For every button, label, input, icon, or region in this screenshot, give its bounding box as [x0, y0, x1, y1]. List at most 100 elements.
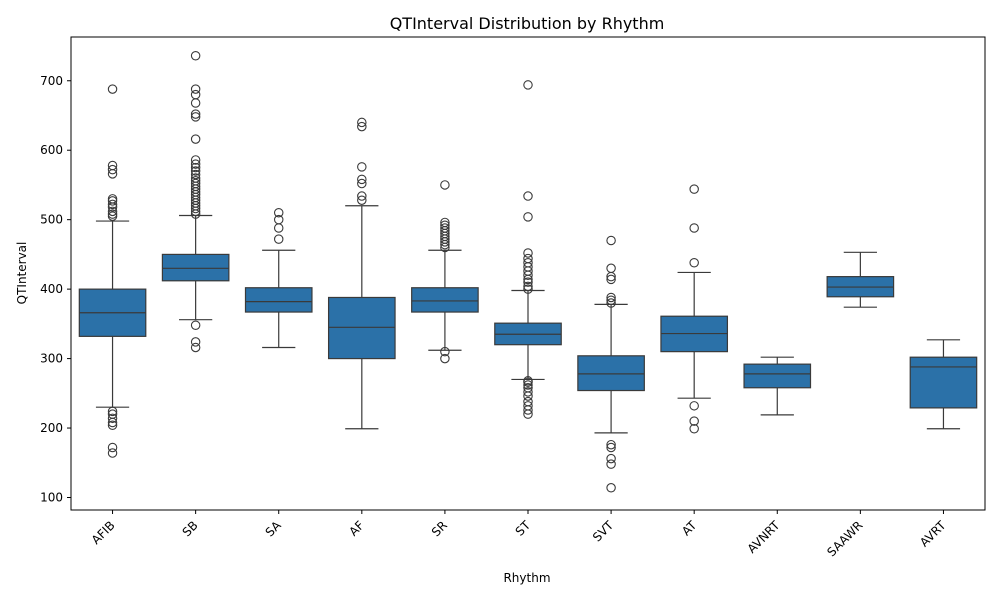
x-axis: AFIB SB SA AF SR ST SVT AT AVNRT SAAWR AVRT — [89, 510, 949, 559]
box-group-af — [327, 117, 396, 430]
outlier-point — [606, 292, 616, 303]
outlier-point — [107, 409, 118, 419]
outlier-point — [107, 194, 118, 204]
outlier-point — [107, 448, 118, 458]
outlier-point — [606, 274, 616, 285]
x-tick-label: AT — [679, 518, 700, 539]
outlier-point — [523, 380, 533, 390]
outlier-point — [689, 257, 699, 268]
y-axis-label: QTInterval — [15, 242, 29, 305]
outlier-point — [190, 98, 201, 108]
box-group-saawr — [826, 251, 895, 308]
y-axis: 100 200 300 400 500 600 700 — [40, 74, 71, 504]
outlier-point — [440, 346, 450, 357]
box-group-svt — [577, 235, 645, 493]
iqr-box — [909, 356, 978, 409]
outlier-point — [606, 442, 616, 453]
outlier-point — [689, 416, 699, 426]
outlier-point — [357, 117, 367, 128]
outlier-point — [606, 439, 616, 450]
outlier-point — [357, 195, 367, 205]
outlier-point — [190, 166, 201, 176]
outlier-point — [689, 401, 699, 411]
box-series — [78, 51, 978, 493]
outlier-point — [606, 295, 616, 305]
outlier-point — [190, 155, 201, 165]
outlier-point — [523, 191, 533, 201]
outlier-point — [523, 257, 533, 268]
outlier-point — [440, 223, 450, 233]
box-group-sb — [161, 51, 230, 353]
outlier-point — [190, 84, 201, 94]
outlier-point — [273, 207, 284, 218]
x-axis-label: Rhythm — [503, 571, 550, 585]
outlier-point — [107, 211, 118, 221]
box-group-avnrt — [743, 356, 812, 416]
outlier-point — [357, 174, 367, 185]
chart-title: QTInterval Distribution by Rhythm — [390, 14, 665, 33]
x-tick-label: AF — [346, 518, 367, 539]
x-tick-label: AVNRT — [745, 518, 783, 556]
outlier-point — [606, 453, 616, 464]
outlier-point — [523, 253, 533, 264]
outlier-point — [523, 284, 533, 294]
outlier-point — [689, 423, 699, 434]
x-tick-label: SVT — [590, 518, 617, 545]
outlier-point — [107, 413, 118, 424]
x-tick-label: SB — [180, 518, 201, 539]
outlier-point — [689, 184, 699, 194]
box-group-at — [660, 184, 729, 434]
outlier-point — [190, 51, 201, 61]
outlier-point — [107, 84, 118, 94]
outlier-point — [273, 214, 284, 225]
x-tick-label: AVRT — [917, 518, 949, 550]
outlier-point — [190, 320, 201, 330]
x-tick-label: SA — [263, 518, 285, 540]
outlier-point — [273, 223, 284, 233]
outlier-point — [190, 342, 201, 353]
box-group-afib — [78, 84, 147, 458]
iqr-box — [244, 287, 313, 313]
outlier-point — [190, 134, 201, 144]
outlier-point — [107, 206, 118, 217]
box-group-st — [494, 80, 562, 419]
x-tick-label: SAAWR — [824, 518, 865, 559]
outlier-point — [107, 209, 118, 219]
y-tick-label: 300 — [40, 352, 63, 366]
outlier-point — [523, 281, 533, 292]
x-tick-label: SR — [429, 518, 450, 539]
outlier-point — [606, 235, 616, 246]
box-group-avrt — [909, 339, 978, 430]
outlier-point — [357, 191, 367, 201]
outlier-point — [440, 220, 450, 230]
iqr-box — [327, 296, 396, 360]
outlier-point — [523, 387, 533, 397]
outlier-point — [107, 442, 118, 453]
outlier-point — [606, 263, 616, 274]
outlier-point — [190, 173, 201, 183]
outlier-point — [689, 223, 699, 233]
outlier-point — [273, 234, 284, 244]
outlier-point — [357, 178, 367, 189]
outlier-point — [440, 180, 450, 190]
outlier-point — [190, 89, 201, 100]
y-tick-label: 100 — [40, 490, 63, 504]
outlier-point — [190, 109, 201, 119]
outlier-point — [606, 483, 616, 493]
outlier-point — [107, 160, 118, 171]
outlier-point — [523, 248, 533, 258]
outlier-point — [190, 112, 201, 122]
box-group-sr — [411, 180, 479, 364]
outlier-point — [107, 164, 118, 175]
outlier-point — [523, 80, 533, 90]
x-tick-label: AFIB — [89, 518, 118, 547]
outlier-point — [107, 406, 118, 417]
y-tick-label: 400 — [40, 282, 63, 296]
iqr-box — [411, 287, 479, 313]
y-tick-label: 200 — [40, 421, 63, 435]
outlier-point — [190, 337, 201, 347]
outlier-point — [107, 199, 118, 210]
iqr-box — [161, 253, 230, 282]
outlier-point — [606, 459, 616, 469]
